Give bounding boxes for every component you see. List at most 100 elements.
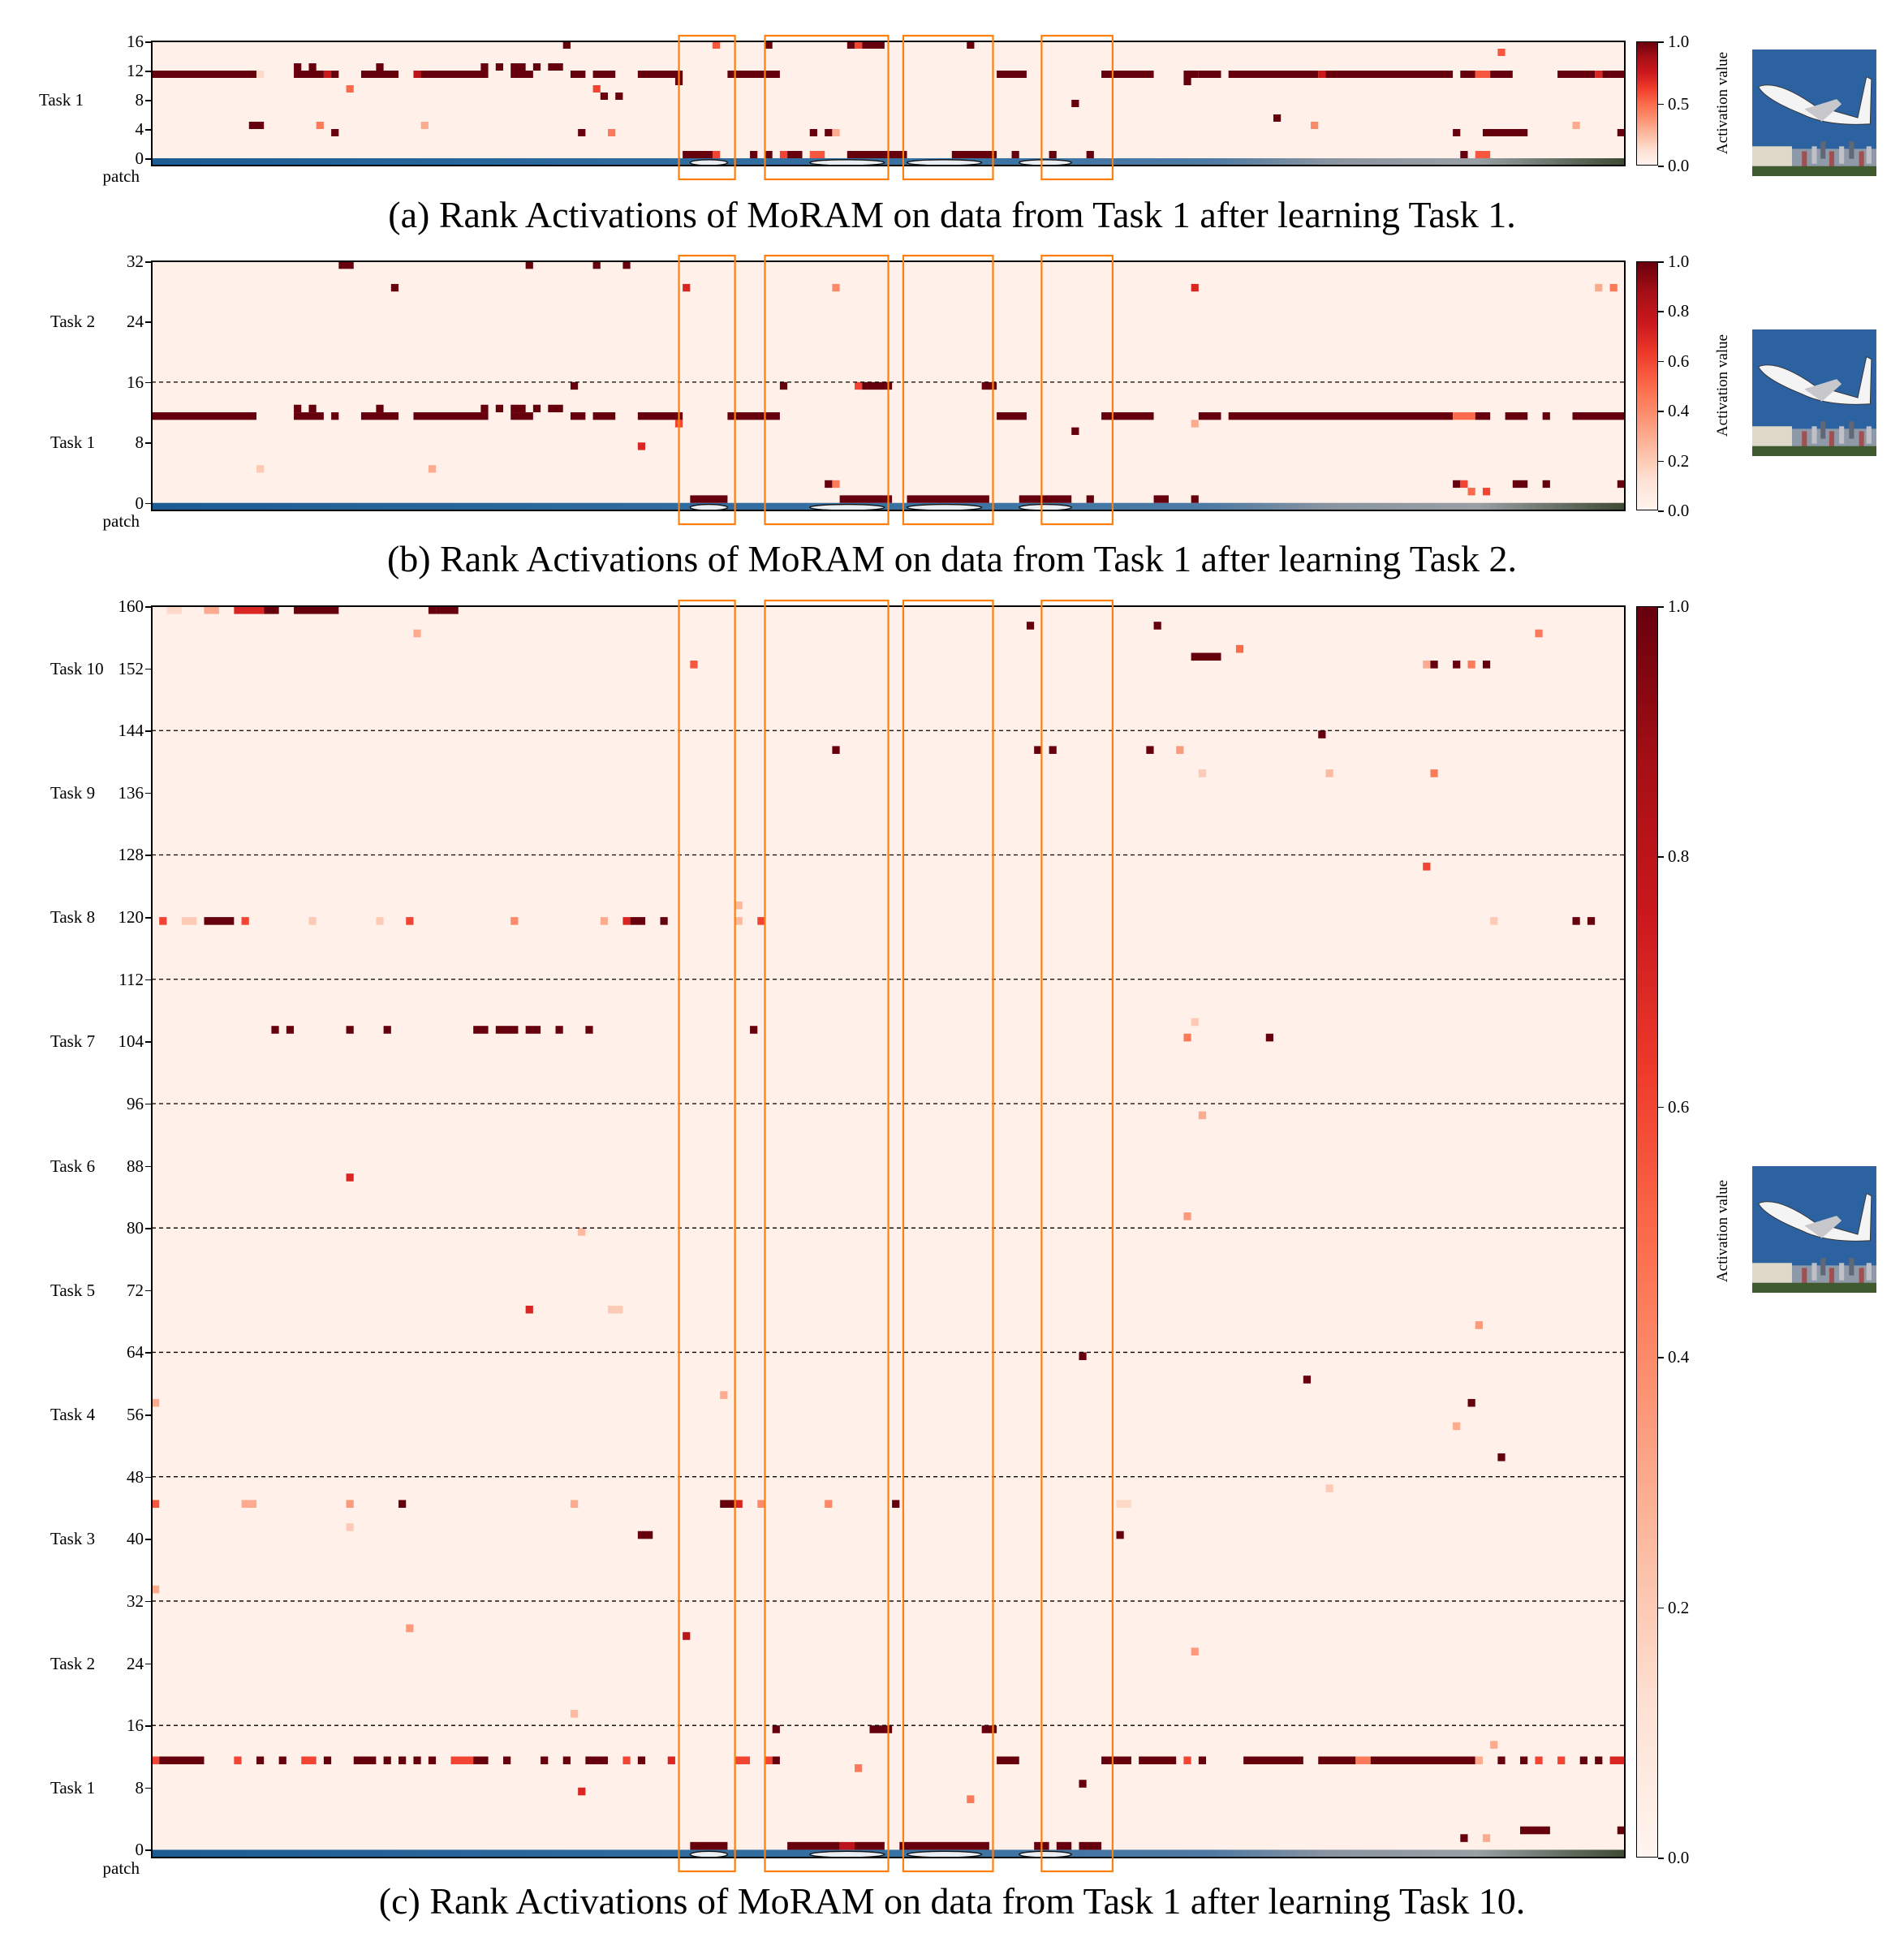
activation-cell: [570, 1710, 579, 1718]
activation-cell: [1475, 1756, 1483, 1765]
colorbar-tick-mark: [1658, 1858, 1664, 1859]
activation-cell: [1325, 71, 1454, 78]
activation-cell: [899, 1841, 989, 1850]
colorbar-tick-mark: [1658, 41, 1664, 43]
activation-cell: [1265, 1033, 1273, 1042]
activation-cell: [1183, 1212, 1191, 1221]
colorbar-tick-label: 1.0: [1668, 596, 1690, 616]
highlight-box: [1041, 601, 1113, 1871]
activation-cell: [1355, 1756, 1371, 1765]
activation-cell: [1482, 1834, 1491, 1842]
activation-cell: [578, 129, 586, 136]
task-label: Task 3: [50, 1529, 96, 1549]
activation-cell: [772, 1756, 780, 1765]
activation-cell: [1325, 769, 1333, 777]
colorbar-tick-mark: [1658, 311, 1664, 312]
y-tick-label: 32: [127, 1591, 144, 1611]
activation-cell: [1071, 427, 1079, 435]
task-label: Task 1: [50, 1777, 96, 1797]
y-tick-label: 120: [118, 907, 144, 928]
colorbar-tick-label: 0.8: [1668, 846, 1690, 867]
activation-cell: [294, 606, 309, 614]
y-tick-mark: [145, 1476, 152, 1479]
activation-cell: [750, 151, 758, 158]
task-label: Task 4: [50, 1405, 96, 1425]
activation-cell: [757, 1500, 765, 1509]
activation-cell: [951, 151, 997, 158]
activation-cell: [503, 1756, 511, 1765]
activation-cell: [495, 1026, 519, 1034]
activation-cell: [1034, 746, 1042, 754]
activation-cell: [376, 404, 384, 413]
activation-cell: [541, 1756, 549, 1765]
activation-cell: [234, 606, 265, 614]
activation-cell: [308, 404, 317, 413]
colorbar-tick-mark: [1658, 510, 1664, 512]
activation-cell: [997, 71, 1027, 78]
activation-cell: [1026, 622, 1035, 630]
patch-plane-fragment: [906, 503, 983, 511]
activation-cell: [622, 917, 631, 925]
activation-cell: [1071, 100, 1079, 107]
activation-cell: [331, 412, 339, 420]
colorbar: [1636, 41, 1658, 166]
activation-cell: [1430, 661, 1438, 669]
highlight-box: [903, 256, 993, 524]
activation-cell: [1579, 1756, 1587, 1765]
activation-cell: [532, 63, 541, 71]
patch-row-label: patch: [102, 1858, 140, 1878]
activation-cell: [1512, 480, 1528, 489]
activation-cell: [1079, 1352, 1087, 1361]
patch-plane-fragment: [1019, 159, 1072, 166]
patch-plane-fragment: [906, 1850, 983, 1858]
y-tick-label: 56: [127, 1405, 144, 1425]
activation-cell: [1535, 629, 1543, 638]
activation-cell: [967, 41, 975, 49]
activation-cell: [278, 1756, 286, 1765]
activation-cell: [855, 381, 863, 390]
colorbar-tick-mark: [1658, 166, 1664, 167]
y-tick-label: 16: [127, 372, 144, 392]
patch-row-label: patch: [102, 166, 140, 186]
activation-cell: [1311, 122, 1319, 129]
activation-cell: [855, 1764, 863, 1772]
activation-cell: [1609, 283, 1618, 292]
activation-cell: [316, 122, 324, 129]
activation-cell: [1101, 412, 1154, 420]
activation-cell: [1191, 495, 1199, 503]
y-tick-mark: [145, 1103, 152, 1105]
y-tick-label: 32: [127, 252, 144, 271]
activation-cell: [1490, 71, 1513, 78]
activation-cell: [525, 1026, 541, 1034]
activation-cell: [390, 283, 399, 292]
activation-cell: [660, 917, 668, 925]
activation-cell: [510, 412, 533, 420]
activation-cell: [234, 1756, 242, 1765]
activation-cell: [1497, 1756, 1506, 1765]
activation-cell: [622, 261, 631, 269]
activation-cell: [1049, 746, 1057, 754]
activation-cell: [690, 495, 728, 503]
y-tick-mark: [145, 1539, 152, 1540]
activation-cell: [608, 129, 616, 136]
colorbar-tick-label: 0.8: [1668, 301, 1690, 321]
activation-cell: [997, 1756, 1019, 1765]
activation-cell: [1011, 151, 1019, 158]
y-tick-label: 152: [118, 658, 144, 678]
colorbar-tick-label: 0.0: [1668, 156, 1690, 175]
activation-cell: [1557, 1756, 1566, 1765]
activation-cell: [1318, 730, 1326, 738]
colorbar-label: Activation value: [1714, 334, 1731, 437]
activation-cell: [1303, 1376, 1312, 1384]
activation-cell: [1370, 1756, 1475, 1765]
activation-cell: [1019, 495, 1072, 503]
activation-cell: [294, 404, 302, 413]
activation-cell: [294, 412, 324, 420]
colorbar-tick-label: 1.0: [1668, 252, 1690, 271]
activation-cell: [997, 412, 1027, 420]
colorbar-label: Activation value: [1714, 1179, 1731, 1283]
activation-cell: [734, 1500, 743, 1509]
activation-cell: [525, 1305, 533, 1314]
task-label: Task 2: [50, 312, 96, 332]
y-tick-label: 4: [135, 119, 144, 139]
